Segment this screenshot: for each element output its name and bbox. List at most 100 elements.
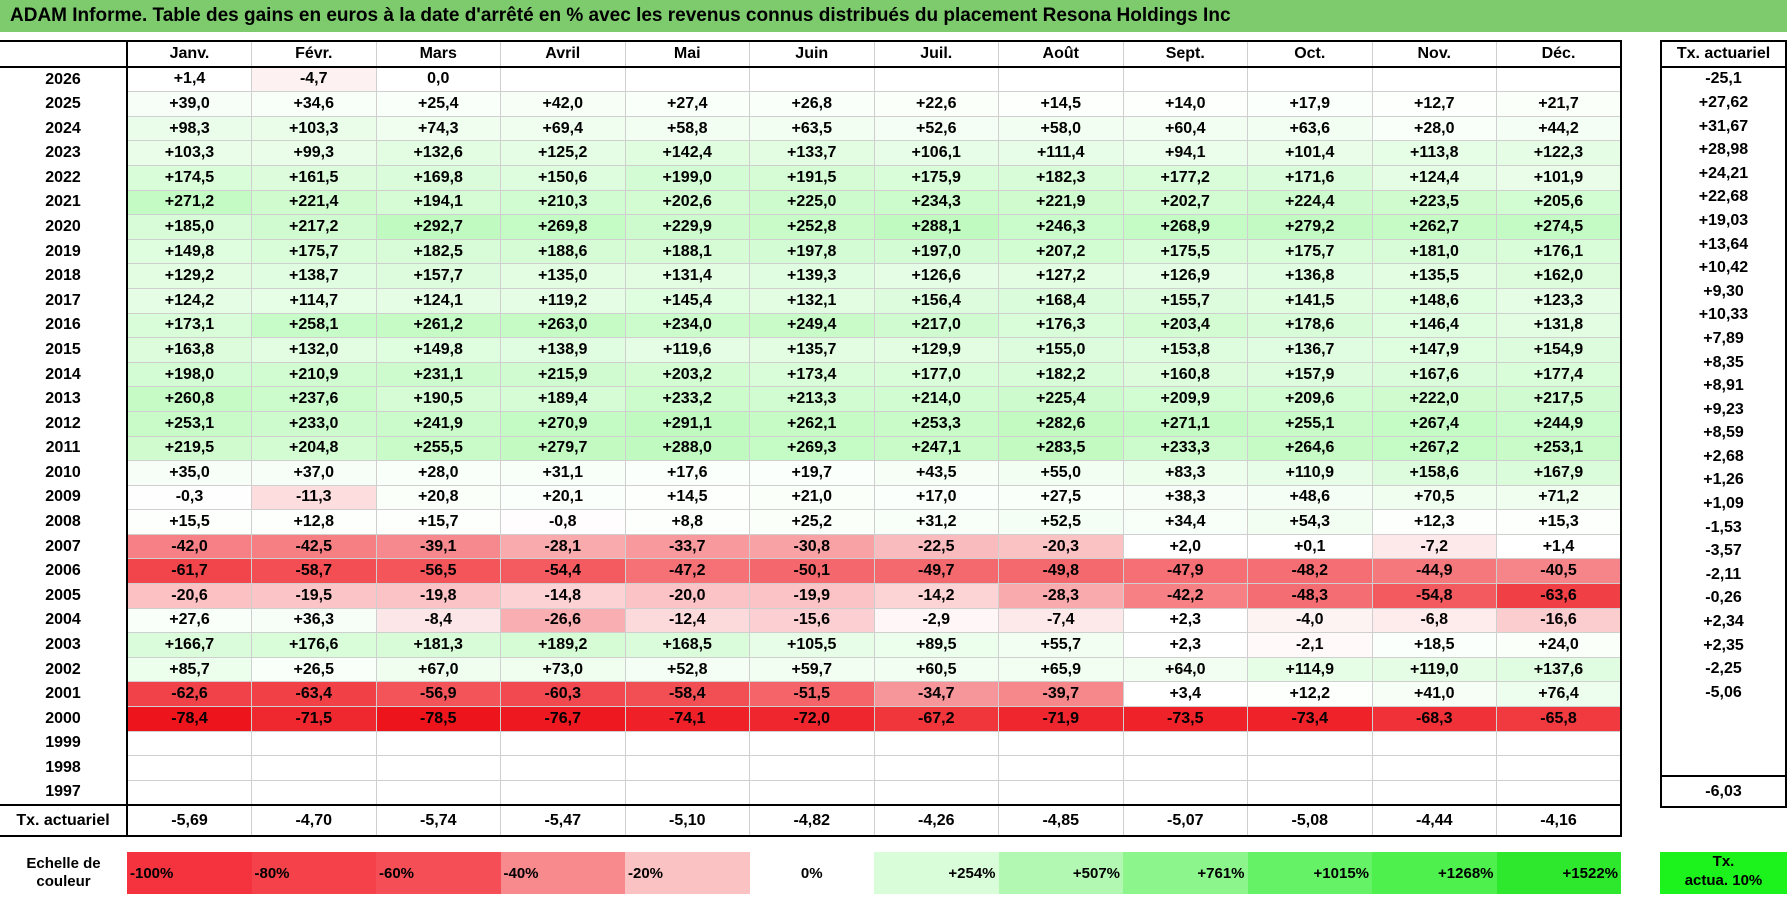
gain-cell: +173,4 <box>749 361 875 388</box>
gain-cell: +19,7 <box>749 460 875 486</box>
gain-cell: +14,0 <box>1122 91 1248 117</box>
table-row: 2018 +129,2 +138,7 +157,7 +135,0 +131,4 +139,3… <box>0 263 1622 289</box>
side-rate-cell: +2,68 <box>1660 445 1787 469</box>
actuarial-cell: -5,74 <box>375 804 501 838</box>
gain-cell: +158,6 <box>1371 460 1497 486</box>
gain-cell: +181,0 <box>1371 238 1497 265</box>
gain-cell: -56,9 <box>375 681 501 708</box>
gain-cell: +137,6 <box>1496 656 1622 683</box>
gain-cell: -20,0 <box>624 583 750 609</box>
gain-cell: +224,4 <box>1247 189 1373 216</box>
gain-cell: -54,4 <box>500 558 626 585</box>
side-rate-cell: +8,35 <box>1660 350 1787 375</box>
gain-cell: -61,7 <box>126 558 252 585</box>
gain-cell: +176,6 <box>251 632 377 658</box>
gain-cell: +2,0 <box>1122 533 1248 560</box>
gain-cell: +188,6 <box>500 238 626 265</box>
gain-cell: +149,8 <box>126 238 252 265</box>
gain-cell: +279,7 <box>500 435 626 462</box>
gain-cell: +1,4 <box>126 66 252 93</box>
gain-cell: +76,4 <box>1496 681 1622 708</box>
side-rate-cell <box>1660 751 1787 777</box>
gain-cell: +160,8 <box>1122 361 1248 388</box>
gain-cell: +58,0 <box>998 115 1124 142</box>
scale-swatch: -60% <box>376 852 501 894</box>
gain-cell: +268,9 <box>1122 214 1248 240</box>
gain-cell: +175,9 <box>873 164 999 191</box>
gain-cell: +39,0 <box>126 91 252 117</box>
side-rate-cell: +7,89 <box>1660 327 1787 351</box>
gain-cell: -68,3 <box>1371 706 1497 732</box>
gain-cell: +69,4 <box>500 115 626 142</box>
gain-cell: +198,0 <box>126 361 252 388</box>
side-rate-cell: +8,91 <box>1660 374 1787 398</box>
gain-cell: +55,7 <box>998 632 1124 658</box>
gain-cell: -39,7 <box>998 681 1124 708</box>
year-label: 2012 <box>45 414 81 432</box>
gain-cell: +34,4 <box>1122 509 1248 535</box>
gain-cell: +55,0 <box>998 460 1124 486</box>
gain-cell: +199,0 <box>624 164 750 191</box>
gain-cell: -33,7 <box>624 533 750 560</box>
gain-cell: +136,7 <box>1247 337 1373 363</box>
month-header: Oct. <box>1247 40 1373 68</box>
gain-cell: +52,6 <box>873 115 999 142</box>
gain-cell: +64,0 <box>1122 656 1248 683</box>
actuarial-cell: -5,10 <box>624 804 750 838</box>
gain-cell: +124,1 <box>375 287 501 314</box>
scale-swatch: +761% <box>1123 852 1248 894</box>
gain-cell: 0,0 <box>375 66 501 93</box>
gain-cell: -40,5 <box>1496 558 1622 585</box>
side-rate-cell: +28,98 <box>1660 138 1787 162</box>
gain-cell: +225,4 <box>998 386 1124 412</box>
gain-cell: +59,7 <box>749 656 875 683</box>
gain-cell <box>1371 779 1497 806</box>
table-row: 2023 +103,3 +99,3 +132,6 +125,2 +142,4 +133,7 +… <box>0 140 1622 166</box>
gain-cell <box>1247 779 1373 806</box>
gain-cell <box>1247 730 1373 757</box>
gain-cell: +127,2 <box>998 263 1124 289</box>
actuarial-cell: -4,26 <box>873 804 999 838</box>
gain-cell: +3,4 <box>1122 681 1248 708</box>
gain-cell <box>749 779 875 806</box>
gain-cell <box>1496 730 1622 757</box>
gain-cell: +148,6 <box>1371 287 1497 314</box>
side-rate-cell: -0,26 <box>1660 586 1787 611</box>
year-label: 2001 <box>45 685 81 703</box>
gain-cell: +111,4 <box>998 140 1124 166</box>
gain-cell: -73,5 <box>1122 706 1248 732</box>
side-rate-cell: +2,35 <box>1660 633 1787 658</box>
table-row: 1997 <box>0 779 1622 806</box>
scale-swatch: 0% <box>749 852 874 894</box>
gain-cell: -49,8 <box>998 558 1124 585</box>
side-rate-cell: +1,09 <box>1660 492 1787 516</box>
gain-cell: -60,3 <box>500 681 626 708</box>
gain-cell: +131,4 <box>624 263 750 289</box>
gain-cell: -30,8 <box>749 533 875 560</box>
gain-cell: +1,4 <box>1496 533 1622 560</box>
gain-cell: +135,7 <box>749 337 875 363</box>
gain-cell: +74,3 <box>375 115 501 142</box>
gain-cell: -65,8 <box>1496 706 1622 732</box>
gain-cell: -26,6 <box>500 607 626 634</box>
gain-cell: +28,0 <box>1371 115 1497 142</box>
year-label: 2015 <box>45 340 81 358</box>
side-rate-cell: +31,67 <box>1660 114 1787 139</box>
gain-cell <box>624 66 750 93</box>
gain-cell: +203,4 <box>1122 312 1248 339</box>
table-row: 2026 +1,4 -4,7 0,0 <box>0 66 1622 93</box>
side-rate-cell: -2,11 <box>1660 563 1787 587</box>
gain-cell: +110,9 <box>1247 460 1373 486</box>
table-row: 2013 +260,8 +237,6 +190,5 +189,4 +233,2 +213,3… <box>0 386 1622 412</box>
gain-cell: +174,5 <box>126 164 252 191</box>
year-label: 2014 <box>45 365 81 383</box>
side-rate-cell: +19,03 <box>1660 209 1787 233</box>
actuarial-cell: -5,08 <box>1247 804 1373 838</box>
gain-cell: +155,7 <box>1122 287 1248 314</box>
color-scale-legend: Echelle de couleur -100% -80% -60% -40% -20% 0%… <box>0 852 1621 894</box>
gain-cell: +249,4 <box>749 312 875 339</box>
table-row: 2006 -61,7 -58,7 -56,5 -54,4 -47,2 -50,1 -49,7-… <box>0 558 1622 585</box>
gain-cell: +247,1 <box>873 435 999 462</box>
scale-swatch: +1015% <box>1247 852 1372 894</box>
scale-swatch: +1268% <box>1372 852 1497 894</box>
